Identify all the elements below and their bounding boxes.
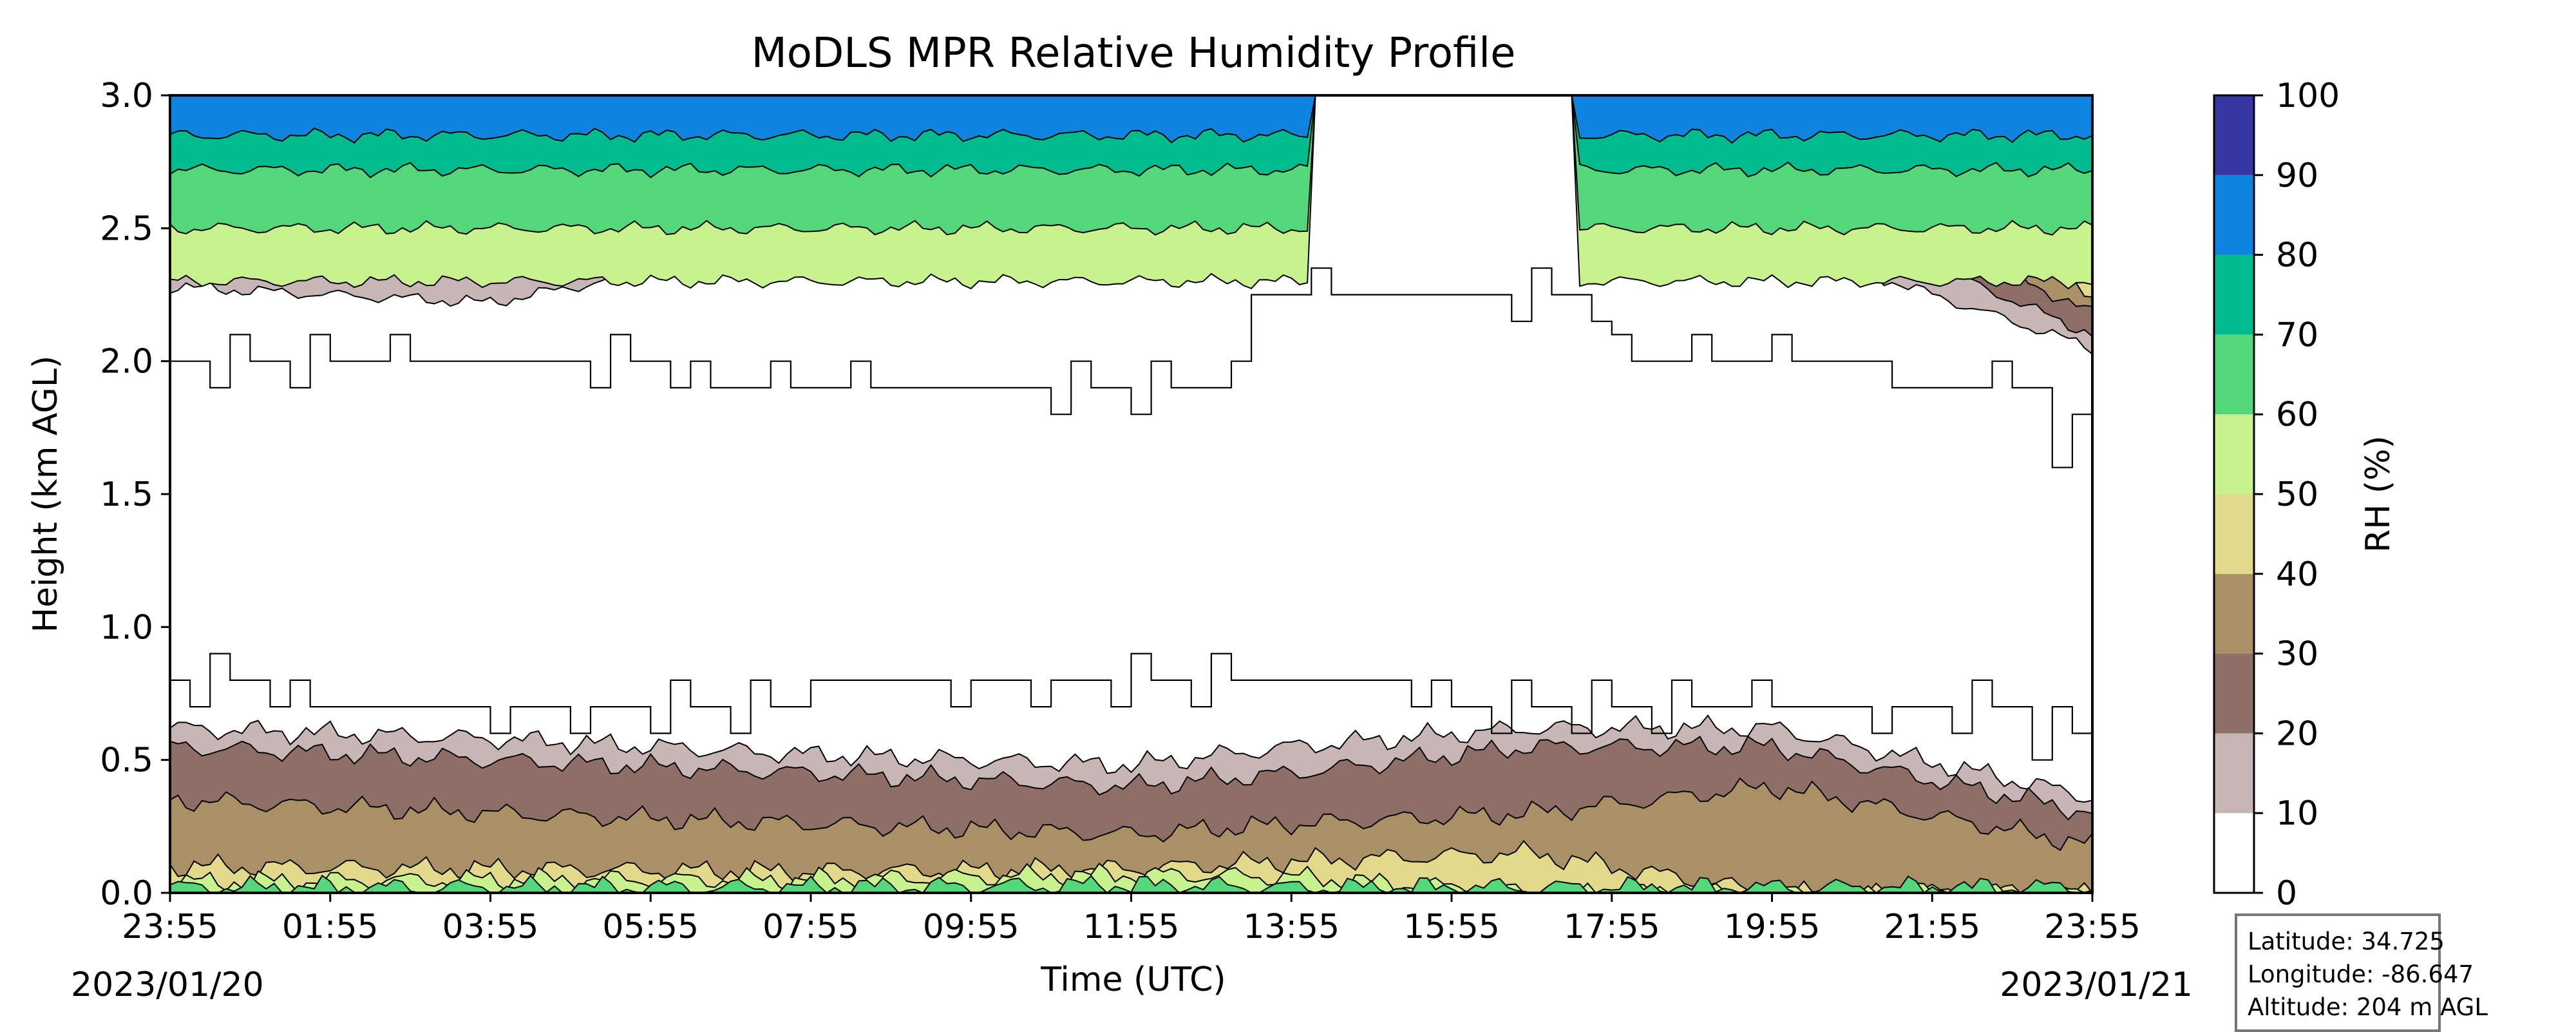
rh-band-60-70-lower (169, 874, 2093, 894)
x-tick-label: 17:55 (1564, 908, 1660, 946)
y-tick-label: 3.0 (100, 77, 153, 115)
colorbar: 0 10 20 30 40 50 60 70 80 90 100 (2213, 77, 2340, 913)
boundary-lines (170, 267, 2094, 761)
colorbar-segment (2214, 573, 2254, 654)
latitude-text: Latitude: 34.725 (2248, 928, 2445, 955)
y-tick-label: 0.0 (100, 874, 153, 913)
y-tick-label: 1.0 (100, 608, 153, 647)
x-axis-label: Time (UTC) (1040, 960, 1226, 999)
y-tick-label: 2.5 (100, 209, 153, 248)
x-tick-label: 23:55 (2044, 908, 2141, 946)
altitude-text: Altitude: 204 m AGL (2248, 993, 2488, 1021)
x-tick-label: 21:55 (1884, 908, 1980, 946)
colorbar-segment (2214, 95, 2254, 175)
y-tick-label: 0.5 (100, 741, 153, 780)
colorbar-segment (2214, 494, 2254, 574)
x-tick-label: 03:55 (442, 908, 539, 946)
y-tick-label: 2.0 (100, 343, 153, 381)
x-tick-label: 11:55 (1083, 908, 1180, 946)
colorbar-tick-label: 10 (2276, 794, 2318, 833)
colorbar-tick-label: 20 (2276, 714, 2318, 753)
x-tick-label: 01:55 (282, 908, 379, 946)
colorbar-segment (2214, 653, 2254, 734)
colorbar-segment (2214, 813, 2254, 893)
longitude-text: Longitude: -86.647 (2248, 960, 2474, 988)
plot-area (169, 95, 2094, 894)
colorbar-tick-label: 60 (2276, 396, 2318, 434)
rh-band-80-90-upper (169, 95, 2093, 144)
colorbar-tick-label: 80 (2276, 236, 2318, 275)
chart-title: MoDLS MPR Relative Humidity Profile (752, 30, 1516, 77)
colorbar-segment (2214, 733, 2254, 814)
y-axis-label: Height (km AGL) (26, 356, 65, 633)
colorbar-segment (2214, 254, 2254, 335)
colorbar-tick-label: 40 (2276, 555, 2318, 594)
colorbar-label: RH (%) (2359, 435, 2398, 553)
y-tick-label: 1.5 (100, 475, 153, 514)
rh-band-30-40-lower (169, 777, 2093, 893)
colorbar-tick-label: 30 (2276, 635, 2318, 674)
x-tick-label: 07:55 (762, 908, 859, 946)
start-date-label: 2023/01/20 (71, 966, 264, 1004)
x-tick-label: 15:55 (1403, 908, 1500, 946)
colorbar-tick-label: 100 (2276, 77, 2340, 115)
colorbar-tick-label: 50 (2276, 475, 2318, 514)
x-tick-label: 13:55 (1243, 908, 1340, 946)
end-date-label: 2023/01/21 (2000, 966, 2193, 1004)
station-info-box: Latitude: 34.725 Longitude: -86.647 Alti… (2235, 913, 2488, 1032)
x-tick-label: 19:55 (1724, 908, 1821, 946)
lower-boundary-line (170, 653, 2092, 761)
colorbar-tick-label: 70 (2276, 316, 2318, 354)
x-axis: 23:55 01:55 03:55 05:55 07:55 09:55 11:55 13:55… (122, 893, 2141, 946)
x-tick-label: 05:55 (602, 908, 699, 946)
x-tick-label: 09:55 (923, 908, 1019, 946)
y-axis: 0.0 0.5 1.0 1.5 2.0 2.5 3.0 (100, 77, 170, 913)
upper-boundary-line (170, 267, 2094, 468)
colorbar-segment (2214, 175, 2254, 255)
colorbar-tick-label: 0 (2276, 874, 2297, 913)
x-tick-label: 23:55 (122, 908, 218, 946)
colorbar-segment (2214, 334, 2254, 415)
colorbar-tick-label: 90 (2276, 157, 2318, 195)
colorbar-segment (2214, 414, 2254, 494)
